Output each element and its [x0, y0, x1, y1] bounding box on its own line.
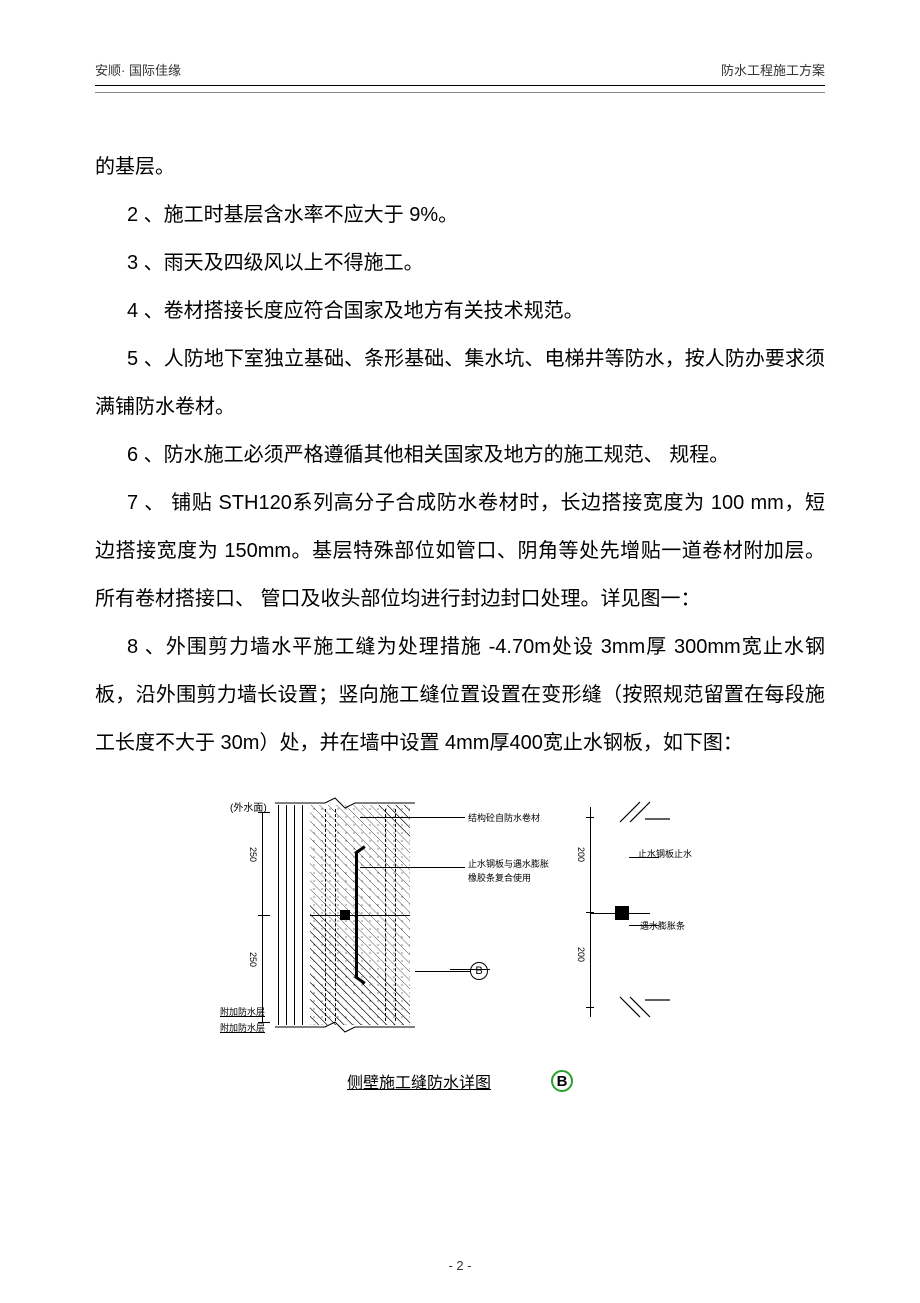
diagram-container: (外水面) 结构砼自防水卷材 止水钢板与遇 [95, 797, 825, 1057]
wall-line-4 [302, 805, 303, 1025]
break-bottom [275, 1021, 415, 1033]
label-combo-1: 止水钢板与遇水膨胀 [468, 857, 549, 870]
detail-t3 [586, 1007, 594, 1008]
label-swell-strip: 遇水膨胀条 [640, 919, 685, 932]
page-number: - 2 - [0, 1258, 920, 1273]
wall-line-2 [286, 805, 287, 1025]
para-2: 2 、施工时基层含水率不应大于 9%。 [95, 191, 825, 239]
wall-line-1 [278, 805, 279, 1025]
para-5: 5 、人防地下室独立基础、条形基础、集水坑、电梯井等防水，按人防办要求须满铺防水… [95, 335, 825, 431]
para-7: 7 、 铺贴 STH120系列高分子合成防水卷材时，长边搭接宽度为 100 mm… [95, 479, 825, 623]
label-combo-2: 橡胶条复合使用 [468, 871, 531, 884]
dim-left-axis [262, 812, 263, 1022]
dim-200-b: 200 [576, 947, 586, 962]
label-addl-layer-2: 附加防水层 [220, 1021, 265, 1034]
header-left: 安顺· 国际佳缘 [95, 60, 181, 79]
dim-250-a: 250 [248, 847, 258, 862]
dim-left-t2 [258, 915, 270, 916]
waterproof-detail-diagram: (外水面) 结构砼自防水卷材 止水钢板与遇 [220, 797, 700, 1057]
ref-b-symbol: B [470, 962, 488, 980]
page-header: 安顺· 国际佳缘 防水工程施工方案 [95, 60, 825, 86]
break-top [275, 797, 415, 809]
joint-line [310, 915, 410, 916]
label-waterstop-plate: 止水钢板止水 [638, 847, 692, 860]
wall-line-3 [294, 805, 295, 1025]
label-membrane: 结构砼自防水卷材 [468, 811, 540, 824]
leader-b [415, 971, 470, 972]
para-8: 8 、外围剪力墙水平施工缝为处理措施 -4.70m处设 3mm厚 300mm宽止… [95, 623, 825, 767]
para-1: 的基层。 [95, 143, 825, 191]
para-4: 4 、卷材搭接长度应符合国家及地方有关技术规范。 [95, 287, 825, 335]
body: 的基层。 2 、施工时基层含水率不应大于 9%。 3 、雨天及四级风以上不得施工… [95, 143, 825, 767]
detail-t1 [586, 817, 594, 818]
detail-break-bot [615, 992, 685, 1022]
detail-break-top [615, 797, 685, 827]
dim-200-a: 200 [576, 847, 586, 862]
detail-joint [590, 913, 650, 914]
dim-left-t1 [258, 812, 270, 813]
label-addl-layer-1: 附加防水层 [220, 1005, 265, 1018]
leader-1 [360, 817, 465, 818]
dim-250-b: 250 [248, 952, 258, 967]
diagram-caption-row: 侧壁施工缝防水详图 B [95, 1069, 825, 1093]
para-6: 6 、防水施工必须严格遵循其他相关国家及地方的施工规范、 规程。 [95, 431, 825, 479]
diagram-caption: 侧壁施工缝防水详图 [347, 1069, 491, 1093]
leader-b-under [450, 969, 490, 970]
leader-2 [360, 867, 465, 868]
page: 安顺· 国际佳缘 防水工程施工方案 的基层。 2 、施工时基层含水率不应大于 9… [0, 0, 920, 1133]
para-3: 3 、雨天及四级风以上不得施工。 [95, 239, 825, 287]
header-right: 防水工程施工方案 [721, 60, 825, 79]
swell-strip-dot [340, 910, 350, 920]
detail-b-badge: B [551, 1070, 573, 1092]
header-rule [95, 92, 825, 93]
